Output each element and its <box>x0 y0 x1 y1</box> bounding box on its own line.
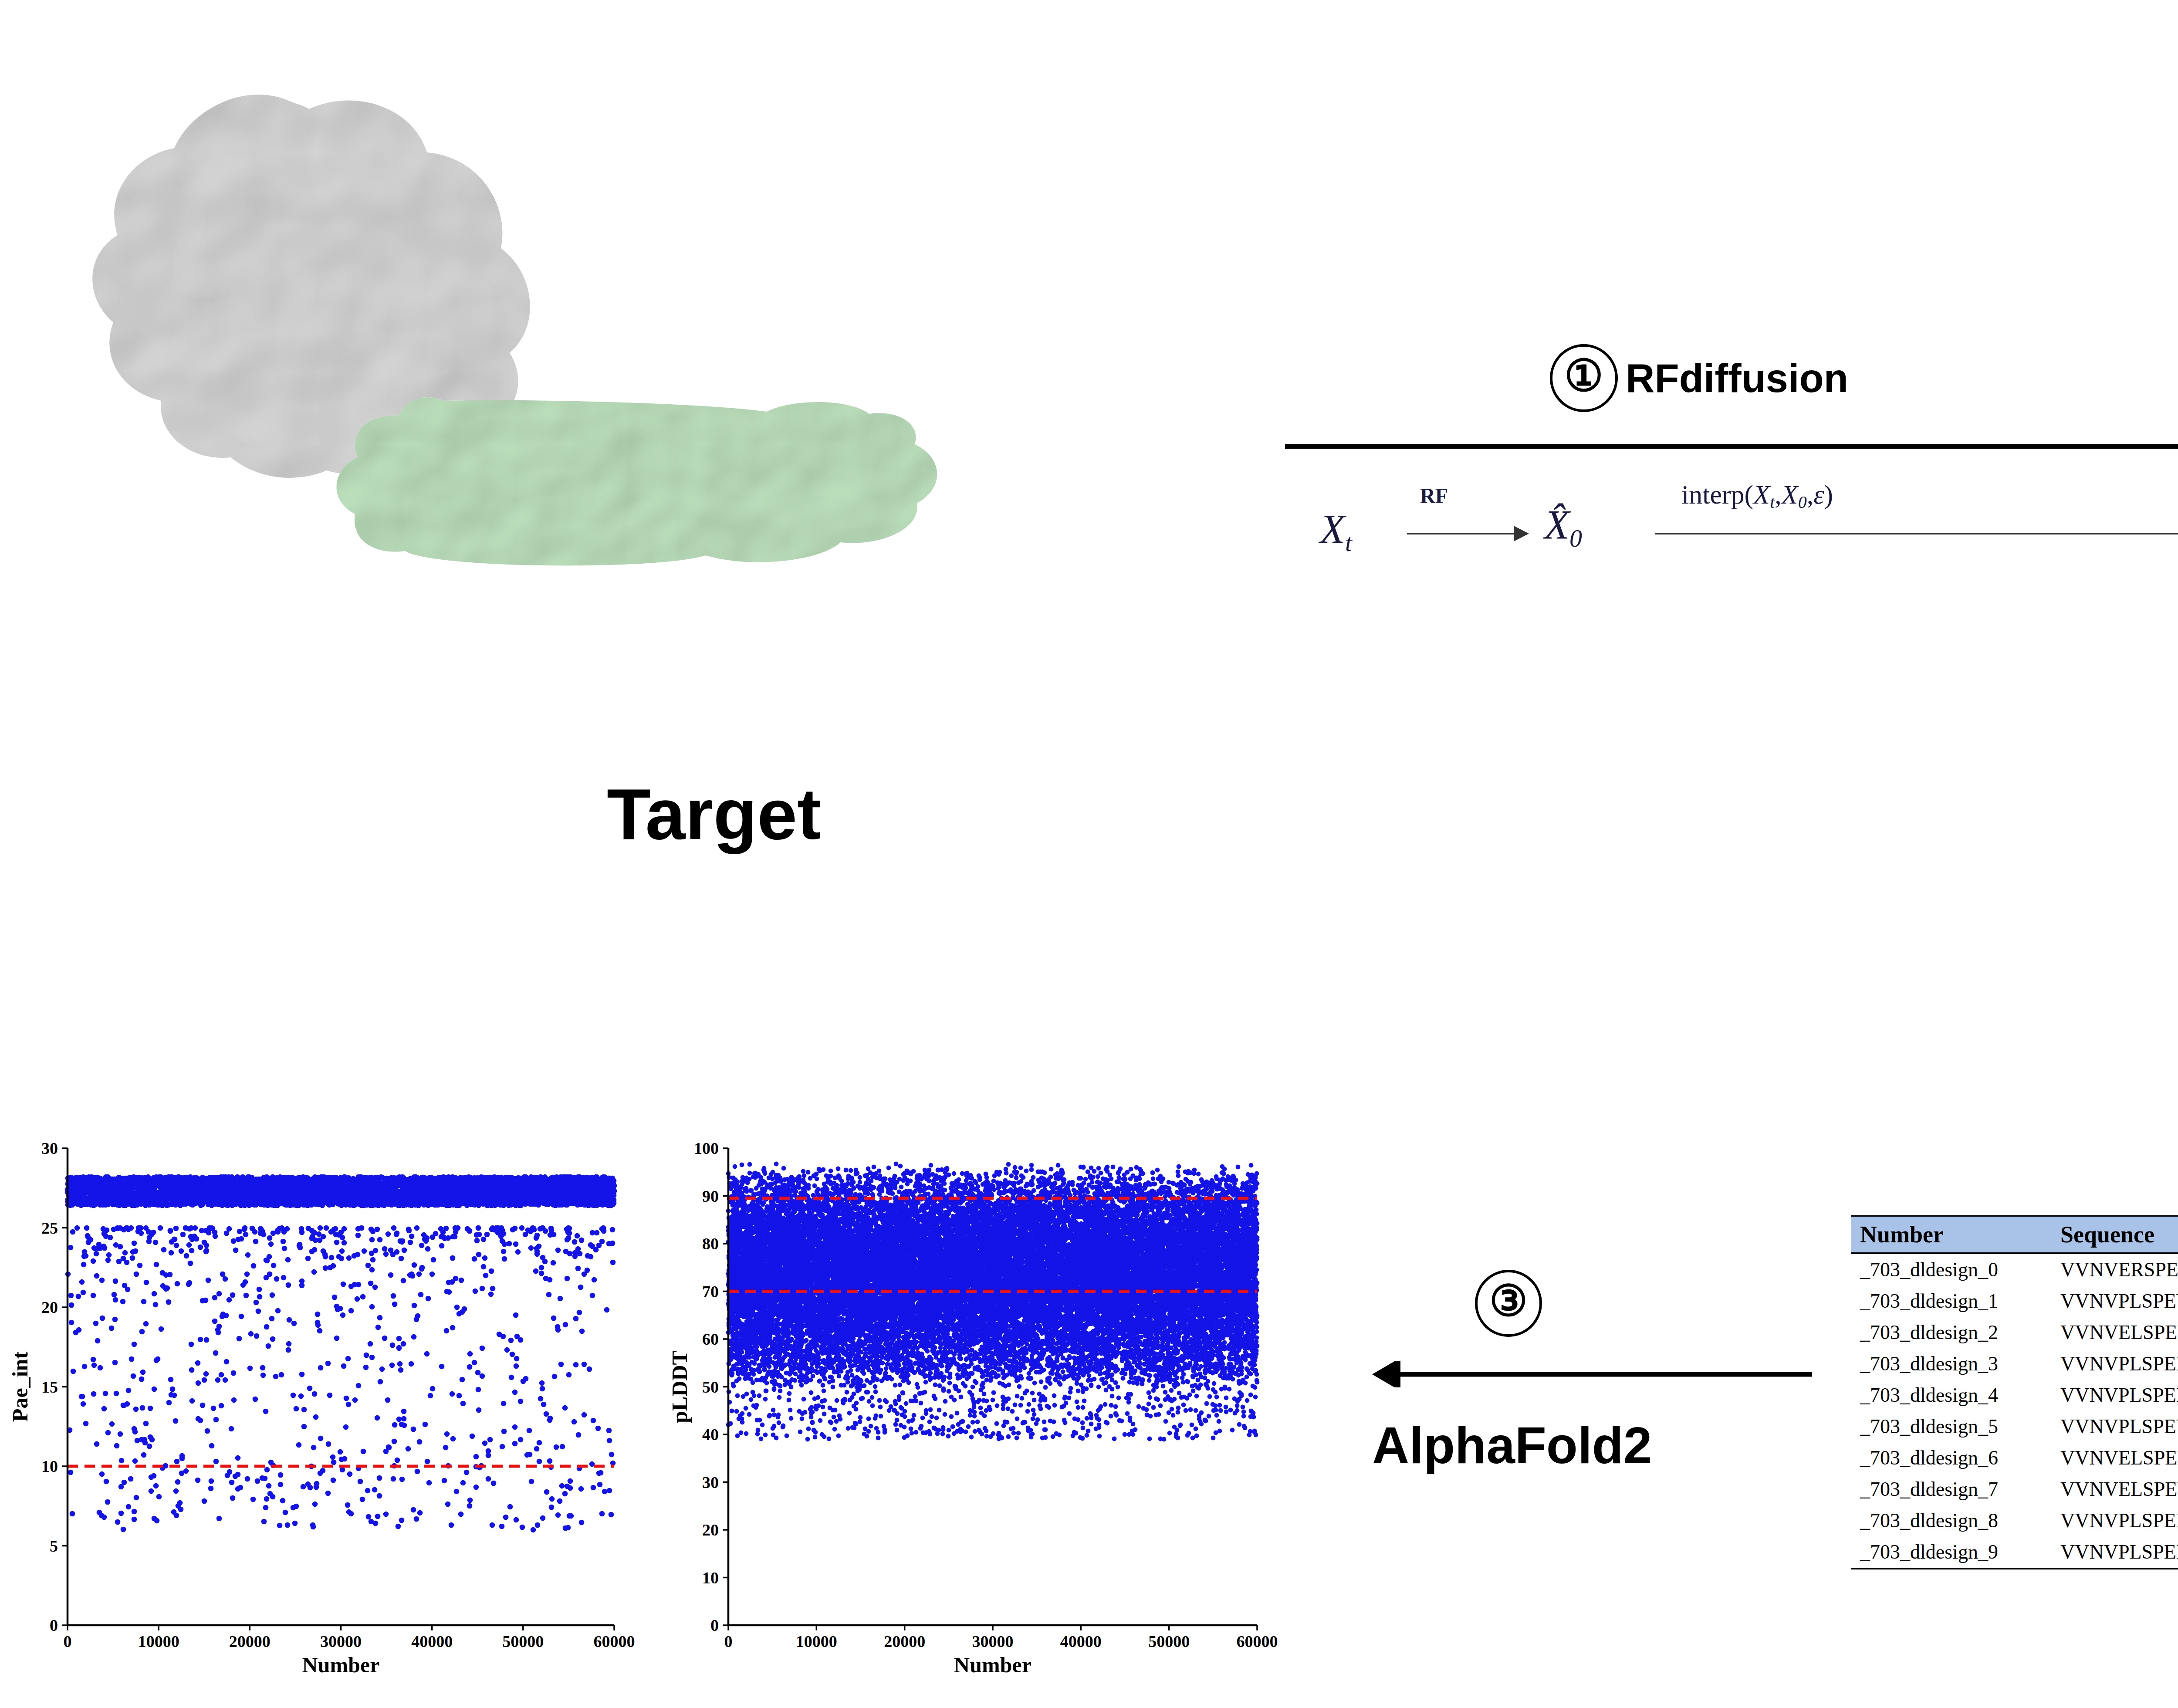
svg-text:Number: Number <box>954 1653 1032 1677</box>
svg-text:20000: 20000 <box>229 1632 271 1651</box>
svg-text:50000: 50000 <box>502 1632 544 1651</box>
svg-text:25: 25 <box>41 1219 58 1237</box>
svg-text:Number: Number <box>302 1653 380 1677</box>
svg-text:10000: 10000 <box>138 1632 179 1651</box>
svg-text:70: 70 <box>702 1282 719 1301</box>
svg-text:10: 10 <box>702 1569 719 1587</box>
svg-text:30000: 30000 <box>320 1632 362 1651</box>
svg-text:5: 5 <box>50 1537 58 1555</box>
svg-text:20: 20 <box>41 1298 58 1316</box>
svg-text:40: 40 <box>702 1425 719 1444</box>
svg-text:0: 0 <box>724 1632 733 1651</box>
svg-text:60000: 60000 <box>594 1632 635 1651</box>
svg-text:0: 0 <box>710 1616 719 1634</box>
svg-text:50: 50 <box>702 1378 719 1396</box>
svg-text:40000: 40000 <box>1060 1632 1102 1651</box>
svg-text:30: 30 <box>702 1473 719 1492</box>
svg-text:30000: 30000 <box>972 1632 1014 1651</box>
svg-text:0: 0 <box>50 1616 58 1634</box>
svg-text:20: 20 <box>702 1521 719 1539</box>
svg-text:Pae_int: Pae_int <box>8 1352 32 1422</box>
svg-text:15: 15 <box>41 1378 58 1396</box>
svg-text:80: 80 <box>702 1234 719 1253</box>
svg-text:20000: 20000 <box>884 1632 925 1651</box>
svg-text:pLDDT: pLDDT <box>667 1350 692 1423</box>
svg-text:60000: 60000 <box>1237 1632 1278 1651</box>
svg-text:0: 0 <box>64 1632 72 1651</box>
svg-text:40000: 40000 <box>411 1632 453 1651</box>
svg-text:50000: 50000 <box>1148 1632 1190 1651</box>
svg-text:10000: 10000 <box>796 1632 837 1651</box>
svg-text:100: 100 <box>694 1139 719 1157</box>
svg-text:10: 10 <box>41 1457 58 1475</box>
svg-text:90: 90 <box>702 1187 719 1205</box>
svg-text:30: 30 <box>41 1139 58 1157</box>
svg-text:60: 60 <box>702 1330 719 1348</box>
